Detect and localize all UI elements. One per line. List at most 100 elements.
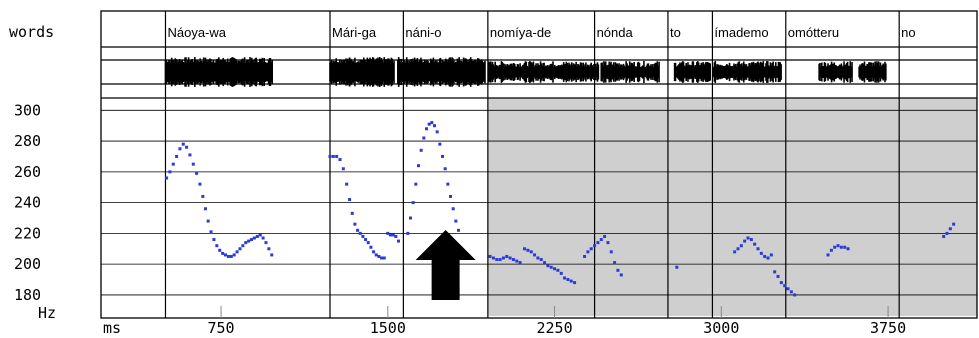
y-tick-label: 200 [14, 255, 41, 273]
f0-point [348, 198, 352, 202]
f0-point [446, 182, 450, 186]
y-tick-label: 240 [14, 194, 41, 212]
f0-point [175, 154, 179, 158]
f0-point [391, 233, 395, 237]
x-tick-labels: 750 1500 2250 3000 3750 [208, 319, 907, 337]
f0-point [675, 265, 679, 269]
f0-point [613, 261, 617, 265]
word-label: náni-o [405, 25, 441, 40]
f0-point [427, 122, 431, 126]
f0-point [451, 207, 455, 211]
f0-point [252, 236, 256, 240]
f0-point [495, 258, 499, 262]
f0-point [419, 148, 423, 152]
f0-point [942, 234, 946, 238]
f0-point [539, 258, 543, 262]
f0-point [566, 278, 570, 282]
y-tick-label: 300 [14, 101, 41, 119]
f0-point [733, 250, 737, 254]
f0-point [533, 253, 537, 257]
f0-point [433, 124, 437, 128]
f0-point [586, 250, 590, 254]
f0-point [328, 154, 332, 158]
f0-point [364, 238, 368, 242]
f0-point [386, 231, 390, 235]
f0-point [836, 244, 840, 248]
f0-point [411, 201, 415, 205]
f0-point [369, 245, 373, 249]
f0-point [743, 239, 747, 243]
f0-point [206, 219, 210, 223]
f0-point [952, 222, 956, 226]
f0-point [449, 194, 453, 198]
f0-point [739, 244, 743, 248]
f0-point [454, 219, 458, 223]
f0-point [543, 261, 547, 265]
f0-point [203, 207, 207, 211]
f0-point [191, 162, 195, 166]
word-label: Mári-ga [332, 25, 377, 40]
f0-points [165, 121, 956, 297]
x-axis-unit: ms [103, 319, 121, 337]
f0-point [267, 247, 271, 251]
focus-arrow-icon [415, 230, 476, 300]
f0-point [422, 136, 426, 140]
f0-point [178, 147, 182, 151]
f0-point [573, 281, 577, 285]
f0-point [212, 238, 216, 242]
x-tick-label: 750 [208, 319, 235, 337]
f0-point [353, 222, 357, 226]
f0-point [769, 253, 773, 257]
f0-point [435, 130, 439, 134]
f0-point [229, 254, 233, 258]
f0-point [388, 233, 392, 237]
y-axis-unit: Hz [38, 304, 56, 322]
f0-point [779, 281, 783, 285]
f0-point [430, 121, 434, 125]
f0-point [783, 284, 787, 288]
f0-point [181, 142, 185, 146]
f0-point [406, 231, 410, 235]
f0-point [394, 234, 398, 238]
f0-point [753, 242, 757, 246]
f0-point [235, 250, 239, 254]
word-label: Náoya-wa [167, 25, 226, 40]
f0-point [948, 227, 952, 231]
f0-point [258, 233, 262, 237]
f0-point [746, 236, 750, 240]
f0-point [593, 244, 597, 248]
f0-point [756, 247, 760, 251]
f0-point [366, 241, 370, 245]
f0-point [529, 250, 533, 254]
f0-point [549, 265, 553, 269]
f0-point [759, 251, 763, 255]
f0-point [264, 241, 268, 245]
f0-point [833, 245, 837, 249]
f0-point [789, 290, 793, 294]
f0-point [569, 279, 573, 283]
f0-point [238, 247, 242, 251]
f0-point [338, 158, 342, 162]
f0-point [763, 254, 767, 258]
f0-point [408, 216, 412, 220]
f0-point [498, 258, 502, 262]
f0-point [416, 164, 420, 168]
word-label: to [670, 25, 681, 40]
word-label: no [901, 25, 915, 40]
x-tick-label: 2250 [537, 319, 573, 337]
f0-point [826, 253, 830, 257]
words-tier-label: words [9, 23, 54, 41]
f0-point [518, 261, 522, 265]
f0-point [247, 239, 251, 243]
f0-point [396, 239, 400, 243]
f0-point [443, 167, 447, 171]
word-label: ímademo [714, 25, 768, 40]
f0-point [198, 182, 202, 186]
f0-point [241, 244, 245, 248]
f0-point [244, 241, 248, 245]
f0-point [414, 182, 418, 186]
f0-point [526, 248, 530, 252]
f0-point [619, 273, 623, 277]
f0-point [356, 228, 360, 232]
